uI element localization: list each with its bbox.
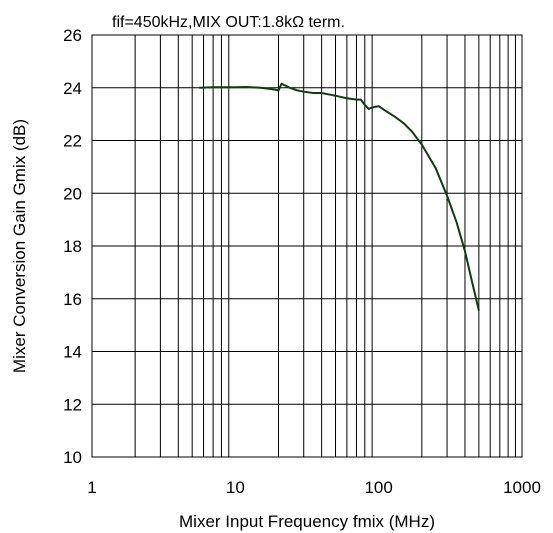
y-tick-label: 16 bbox=[63, 290, 82, 309]
grid bbox=[92, 34, 522, 458]
plot-frame bbox=[91, 34, 523, 458]
tick-labels: 10 12 14 16 18 20 22 24 26 1 10 100 1000 bbox=[63, 26, 541, 497]
x-tick-label: 10 bbox=[226, 478, 245, 497]
y-tick-label: 26 bbox=[63, 26, 82, 45]
series-line bbox=[199, 82, 480, 311]
y-tick-label: 10 bbox=[63, 448, 82, 467]
y-tick-label: 12 bbox=[63, 395, 82, 414]
x-tick-label: 1000 bbox=[503, 478, 541, 497]
y-tick-label: 22 bbox=[63, 132, 82, 151]
condition-annotation: fif=450kHz,MIX OUT:1.8kΩ term. bbox=[112, 14, 345, 31]
x-tick-label: 100 bbox=[364, 478, 392, 497]
y-axis-label: Mixer Conversion Gain Gmix (dB) bbox=[10, 119, 29, 373]
y-tick-label: 14 bbox=[63, 343, 82, 362]
y-tick-label: 20 bbox=[63, 184, 82, 203]
y-tick-label: 18 bbox=[63, 237, 82, 256]
y-tick-label: 24 bbox=[63, 79, 82, 98]
x-axis-label: Mixer Input Frequency fmix (MHz) bbox=[179, 512, 435, 531]
x-tick-label: 1 bbox=[87, 478, 96, 497]
